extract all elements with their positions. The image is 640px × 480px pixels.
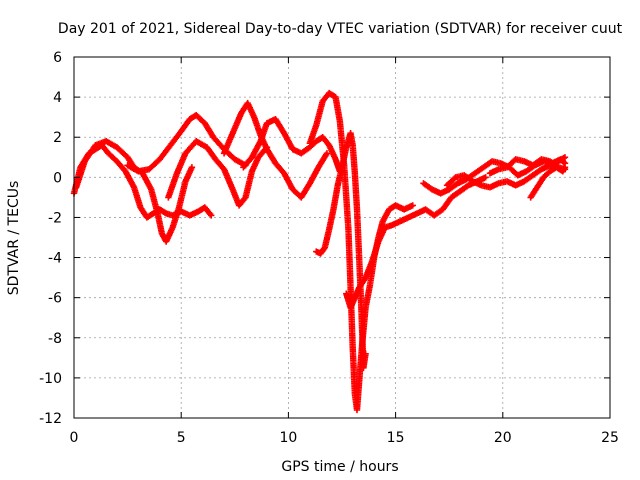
- y-tick-label: -12: [39, 411, 62, 427]
- series-trace-b: [72, 138, 196, 245]
- y-tick-label: 0: [53, 170, 62, 186]
- chart-title: Day 201 of 2021, Sidereal Day-to-day VTE…: [58, 21, 623, 37]
- data-point: [409, 202, 416, 209]
- x-axis-label: GPS time / hours: [281, 459, 398, 475]
- y-axis-label: SDTVAR / TECUs: [6, 181, 22, 296]
- axis-ticks: 0 5 10 15 20 25 -12 -10 -8 -6 -4 -2 0 2 4 6: [39, 50, 619, 446]
- y-tick-label: -6: [48, 291, 62, 307]
- x-tick-label: 5: [177, 430, 186, 446]
- data-point: [482, 174, 489, 181]
- x-tick-label: 10: [279, 430, 297, 446]
- y-tick-label: 4: [53, 90, 62, 106]
- x-tick-label: 20: [494, 430, 512, 446]
- data-point: [560, 154, 567, 162]
- data-points: [70, 89, 569, 414]
- y-tick-label: 2: [53, 130, 62, 146]
- data-point: [561, 154, 569, 161]
- series-trace-e: [220, 99, 331, 201]
- series-trace-c: [124, 111, 249, 175]
- x-tick-label: 15: [387, 430, 405, 446]
- grid-lines: [74, 57, 610, 418]
- y-tick-label: -8: [48, 331, 62, 347]
- x-tick-label: 0: [70, 430, 79, 446]
- data-point: [188, 164, 196, 171]
- plot-frame: [73, 56, 611, 419]
- series-trace-m: [527, 164, 569, 201]
- series-trace-i: [343, 174, 489, 311]
- y-tick-label: 6: [53, 50, 62, 66]
- y-tick-label: -4: [48, 251, 62, 267]
- data-point: [208, 212, 215, 219]
- y-tick-label: -10: [39, 371, 62, 387]
- x-tick-label: 25: [601, 430, 619, 446]
- y-tick-label: -2: [48, 210, 62, 226]
- data-point: [323, 150, 331, 157]
- series-trace-d: [165, 138, 271, 209]
- data-point: [561, 164, 569, 171]
